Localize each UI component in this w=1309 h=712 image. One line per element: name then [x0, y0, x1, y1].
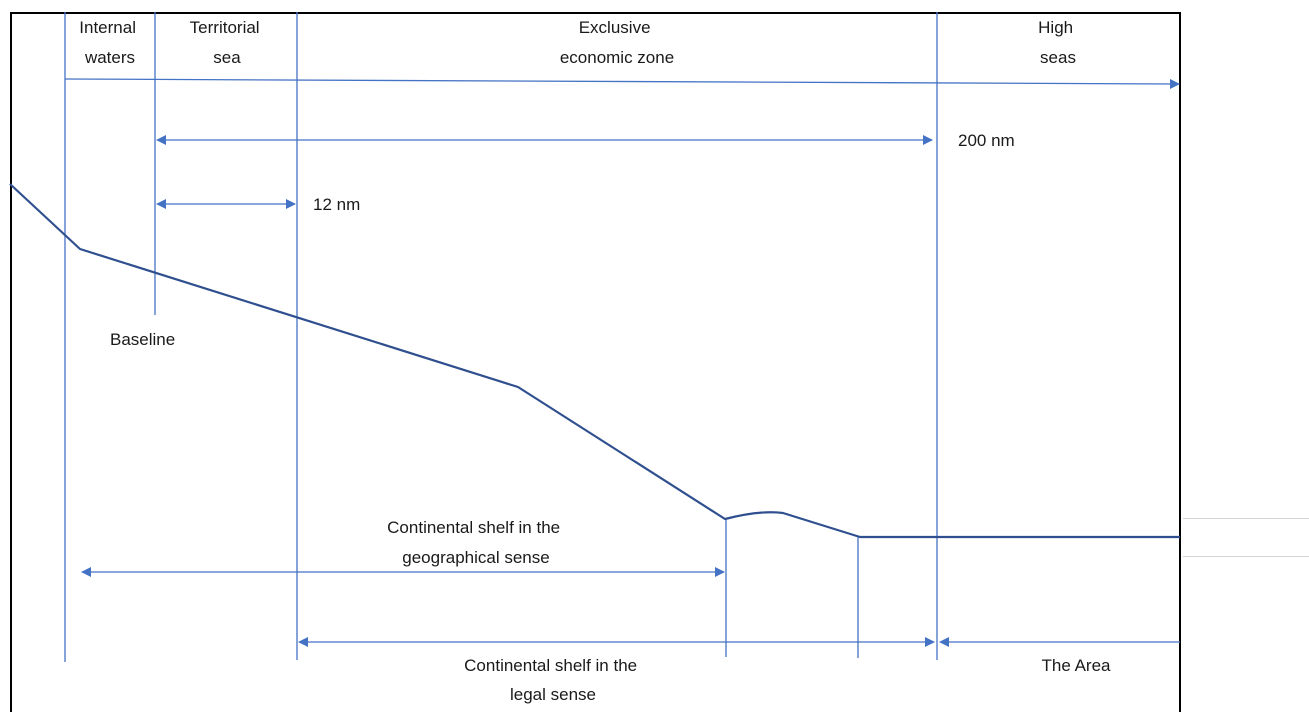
separator-line-lower: [1183, 556, 1309, 557]
distance-label-12nm: 12 nm: [313, 195, 360, 214]
shelf-legal-label: Continental shelf in the legal sense: [464, 656, 642, 704]
zone-label-high-seas: High seas: [1038, 18, 1078, 67]
the-area-label: The Area: [1042, 656, 1112, 675]
shelf-geographical-label: Continental shelf in the geographical se…: [387, 518, 565, 567]
seabed-profile-line: [9, 183, 1180, 539]
distance-label-200nm: 200 nm: [958, 131, 1015, 150]
zone-label-internal-waters: Internal waters: [79, 18, 140, 67]
baseline-label: Baseline: [110, 330, 175, 349]
zone-label-eez: Exclusive economic zone: [560, 18, 674, 67]
diagram-frame: [10, 12, 1181, 712]
sea-surface-arrow: [64, 78, 1180, 89]
separator-line-upper: [1183, 518, 1309, 519]
zone-label-territorial-sea: Territorial sea: [190, 18, 265, 67]
